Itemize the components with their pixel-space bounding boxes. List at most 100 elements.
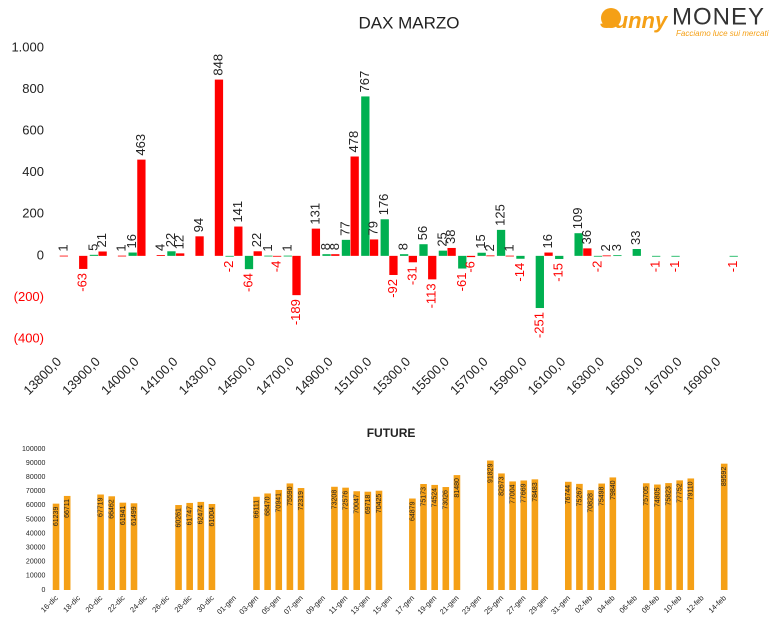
bar: [665, 483, 672, 590]
y-tick-label: 1.000: [11, 39, 44, 54]
bar: [720, 463, 728, 590]
bar: [341, 239, 351, 256]
x-tick-label: 26-dic: [150, 593, 171, 614]
bar: [275, 489, 283, 590]
bar: [671, 255, 680, 257]
data-label: 89592: [721, 467, 728, 487]
data-label: 79: [366, 221, 381, 235]
bar: [520, 480, 528, 590]
bar: [420, 484, 427, 590]
data-label: 70828: [587, 493, 594, 513]
bar: [364, 491, 372, 590]
bar: [576, 483, 583, 590]
data-label: 36: [579, 230, 594, 244]
bar: [574, 233, 583, 256]
data-label: 463: [133, 134, 148, 156]
x-tick-label: 14100,0: [137, 354, 181, 398]
x-tick-label: 14900,0: [292, 354, 336, 398]
y-tick-label: 0: [41, 587, 45, 594]
x-tick-label: 18-dic: [61, 593, 82, 614]
bar: [380, 219, 389, 256]
x-tick-label: 13-gen: [349, 593, 372, 616]
data-label: 82673: [498, 476, 505, 496]
data-label: -92: [385, 279, 400, 298]
logo: Sunny MONEY Facciamo luce sui mercati: [600, 3, 769, 38]
x-tick-label: 08-feb: [640, 593, 661, 614]
bar: [98, 251, 107, 256]
bar: [598, 483, 606, 590]
x-tick-label: 14000,0: [98, 354, 142, 398]
bar: [419, 244, 428, 256]
bar: [63, 495, 71, 590]
data-label: -14: [512, 263, 527, 282]
bar: [609, 477, 617, 590]
bar: [486, 255, 495, 257]
y-tick-label: 70000: [26, 488, 46, 495]
data-label: 94: [191, 218, 206, 232]
data-label: 1: [501, 244, 516, 251]
data-label: 25: [434, 232, 449, 246]
bar: [130, 503, 138, 590]
y-tick-label: 10000: [26, 573, 46, 580]
data-label: 75705: [643, 486, 650, 506]
bar: [438, 250, 448, 256]
data-label: 77: [337, 221, 352, 235]
data-label: 1: [279, 244, 294, 251]
bar: [399, 254, 409, 256]
chart-title: FUTURE: [367, 426, 416, 440]
bar: [375, 490, 383, 590]
bar: [676, 480, 683, 590]
data-label: -1: [725, 261, 740, 273]
bar: [531, 479, 539, 590]
data-label: 66111: [253, 500, 260, 519]
x-tick-label: 17-gen: [393, 593, 416, 616]
data-label: 1: [113, 244, 128, 251]
y-tick-label: 800: [22, 81, 44, 96]
x-tick-label: 04-feb: [595, 593, 616, 614]
bar: [253, 496, 260, 590]
data-label: 62474: [198, 505, 205, 525]
bar: [297, 488, 305, 590]
bar: [244, 255, 254, 270]
bar: [286, 483, 294, 590]
x-tick-label: 24-dic: [128, 593, 149, 614]
bar: [208, 503, 216, 590]
bar: [613, 255, 622, 257]
bar: [442, 487, 450, 590]
y-tick-label: 60000: [26, 502, 46, 509]
data-label: 33: [628, 231, 643, 245]
x-tick-label: 16700,0: [641, 354, 685, 398]
data-label: 1: [260, 244, 275, 251]
data-label: 38: [443, 229, 458, 243]
bar: [496, 229, 506, 256]
data-label: 109: [570, 207, 585, 229]
y-tick-label: 80000: [26, 474, 46, 481]
data-label: 77004: [510, 484, 517, 504]
bar: [583, 248, 592, 256]
bar: [117, 255, 127, 257]
data-label: 176: [376, 194, 391, 216]
x-tick-label: 21-gen: [438, 593, 461, 616]
data-label: 2: [598, 244, 613, 251]
bar: [342, 487, 349, 590]
data-label: 70941: [276, 493, 283, 513]
bar: [466, 255, 476, 258]
data-label: 2: [482, 244, 497, 251]
x-tick-label: 02-feb: [573, 593, 594, 614]
bar: [264, 493, 271, 590]
x-tick-label: 14300,0: [176, 354, 220, 398]
data-label: 75173: [420, 487, 427, 507]
bar: [283, 255, 292, 257]
x-tick-label: 12-feb: [684, 593, 705, 614]
bar: [447, 247, 456, 256]
bar: [369, 239, 379, 256]
y-tick-label: 0: [37, 247, 44, 262]
bar: [331, 254, 340, 256]
data-label: -1: [667, 261, 682, 273]
data-label: 8: [396, 243, 411, 250]
data-label: 81480: [454, 478, 461, 498]
bar: [89, 254, 99, 256]
data-label: -113: [424, 283, 439, 308]
bar: [361, 96, 370, 256]
bar: [79, 255, 88, 269]
